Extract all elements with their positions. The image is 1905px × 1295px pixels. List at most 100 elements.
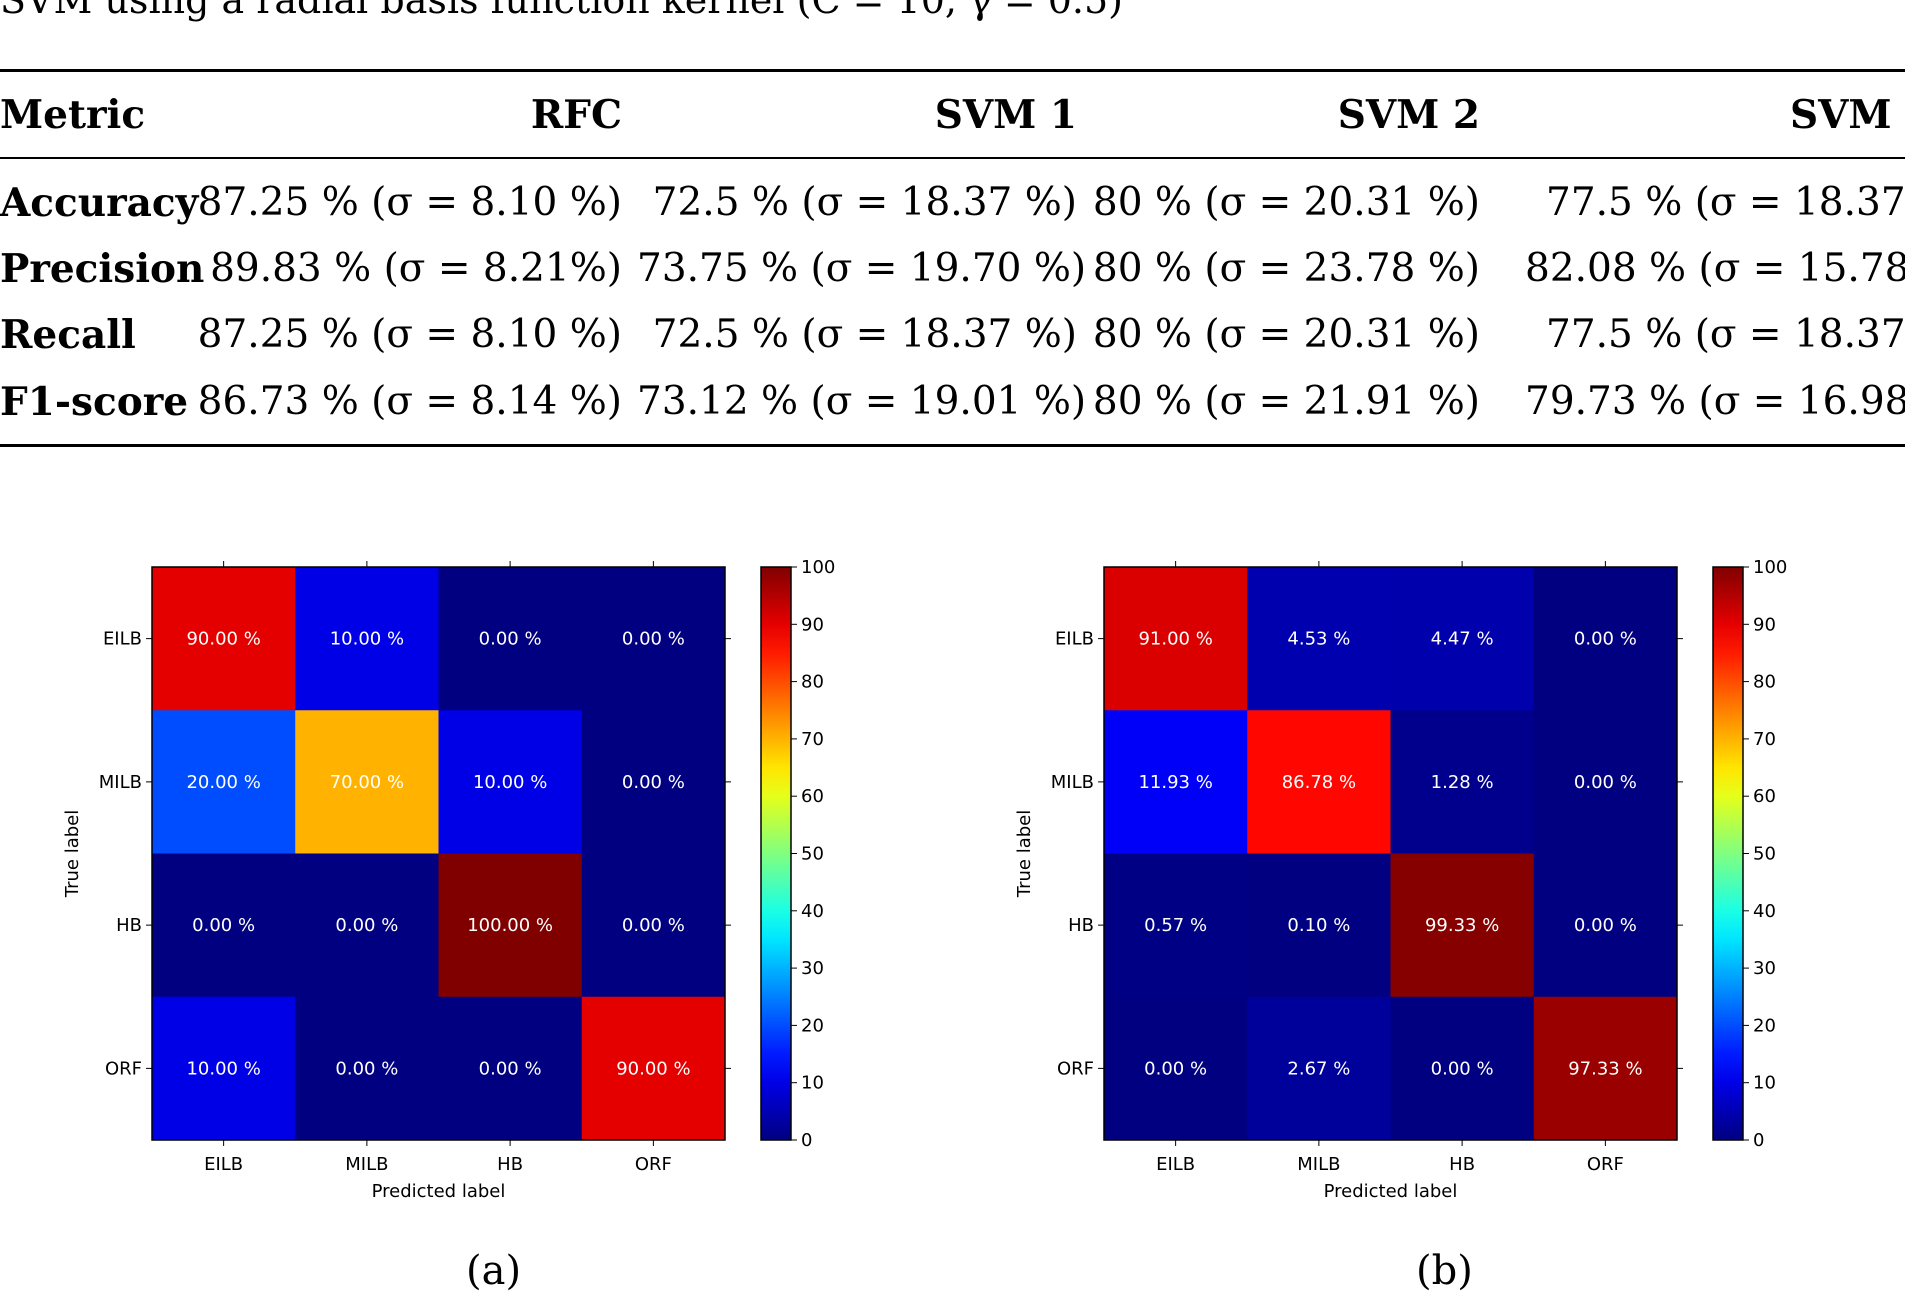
cell-label: 0.00 %	[1574, 629, 1637, 650]
y-axis-label: True label	[1014, 810, 1035, 899]
colorbar-tick-label: 20	[1753, 1015, 1776, 1036]
table-header-2: SVM 1	[934, 92, 1077, 138]
table-cell: 79.73 % (σ = 16.98 %	[1525, 379, 1905, 424]
cell-label: 90.00 %	[186, 629, 260, 650]
heatmap-cell	[1533, 996, 1678, 1141]
colorbar	[1712, 566, 1744, 1141]
y-tick-label: EILB	[103, 629, 142, 650]
colorbar-tick-label: 50	[801, 844, 824, 865]
cell-label: 10.00 %	[330, 629, 404, 650]
heatmap-cell	[295, 853, 439, 998]
table-header-rule	[0, 157, 1905, 159]
table-cell: 73.12 % (σ = 19.01 %)	[637, 379, 1087, 424]
colorbar	[760, 566, 792, 1141]
table-header-0: Metric	[0, 92, 146, 138]
heatmap-cell	[1247, 567, 1391, 711]
x-tick-label: EILB	[1156, 1154, 1195, 1175]
cell-label: 0.00 %	[479, 629, 542, 650]
cell-label: 10.00 %	[473, 772, 547, 793]
cell-label: 0.00 %	[192, 915, 255, 936]
table-cell: 86.73 % (σ = 8.14 %)	[197, 379, 622, 424]
table-header-4: SVM	[1790, 92, 1892, 138]
heatmap-cell	[1104, 853, 1248, 998]
x-tick-label: HB	[1449, 1154, 1475, 1175]
table-row-metric: Precision	[0, 246, 205, 292]
colorbar-tick-label: 0	[1753, 1130, 1764, 1151]
cell-label: 10.00 %	[186, 1058, 260, 1079]
cell-label: 0.00 %	[622, 629, 685, 650]
table-cell: 80 % (σ = 23.78 %)	[1092, 246, 1480, 291]
y-tick-label: MILB	[99, 772, 142, 793]
cell-label: 100.00 %	[467, 915, 553, 936]
colorbar-tick-label: 90	[801, 614, 824, 635]
y-tick-label: MILB	[1051, 772, 1094, 793]
cell-label: 0.00 %	[622, 772, 685, 793]
cell-label: 1.28 %	[1431, 772, 1494, 793]
heatmap-cell	[1533, 853, 1678, 998]
colorbar-tick-label: 90	[1753, 614, 1776, 635]
colorbar-tick-label: 50	[1753, 844, 1776, 865]
table-cell: 80 % (σ = 21.91 %)	[1092, 379, 1480, 424]
heatmap-cell	[1390, 710, 1535, 854]
table-cell: 87.25 % (σ = 8.10 %)	[197, 312, 622, 357]
colorbar-tick-label: 80	[801, 672, 824, 693]
table-bottom-rule	[0, 444, 1905, 447]
heatmap-cell	[581, 996, 726, 1141]
heatmap-cell	[1104, 567, 1248, 711]
heatmap-cell	[1104, 996, 1248, 1141]
heatmap-cell	[295, 710, 439, 854]
y-tick-label: ORF	[1057, 1058, 1094, 1079]
y-axis-label: True label	[62, 810, 83, 899]
colorbar-tick-label: 10	[1753, 1073, 1776, 1094]
y-tick-label: HB	[1068, 915, 1094, 936]
cell-label: 4.47 %	[1431, 629, 1494, 650]
table-cell: 77.5 % (σ = 18.37 %	[1546, 180, 1905, 225]
cell-label: 86.78 %	[1282, 772, 1356, 793]
heatmap-cell	[1390, 567, 1535, 711]
x-tick-label: HB	[497, 1154, 523, 1175]
table-header-1: RFC	[530, 92, 622, 138]
heatmap-cell	[152, 853, 296, 998]
table-top-rule	[0, 69, 1905, 72]
heatmap-cell	[1533, 567, 1678, 711]
colorbar-tick-label: 70	[801, 729, 824, 750]
cell-label: 11.93 %	[1138, 772, 1212, 793]
cell-label: 90.00 %	[616, 1058, 690, 1079]
y-tick-label: ORF	[105, 1058, 142, 1079]
heatmap-cell	[152, 567, 296, 711]
heatmap-cell	[152, 996, 296, 1141]
table-cell: 72.5 % (σ = 18.37 %)	[652, 312, 1077, 357]
table-cell: 80 % (σ = 20.31 %)	[1092, 312, 1480, 357]
heatmap-cell	[1247, 996, 1391, 1141]
plot-frame	[1103, 566, 1678, 1141]
table-cell: 82.08 % (σ = 15.78 %	[1525, 246, 1905, 291]
cell-label: 91.00 %	[1138, 629, 1212, 650]
colorbar-tick-label: 60	[1753, 786, 1776, 807]
colorbar-tick-label: 0	[801, 1130, 812, 1151]
colorbar-tick-label: 100	[801, 557, 835, 578]
cell-label: 20.00 %	[186, 772, 260, 793]
cell-label: 2.67 %	[1287, 1058, 1350, 1079]
table-row-metric: Recall	[0, 312, 136, 358]
heatmap-cell	[1390, 996, 1535, 1141]
colorbar-tick-label: 10	[801, 1073, 824, 1094]
colorbar-tick-label: 60	[801, 786, 824, 807]
colorbar-tick-label: 30	[801, 958, 824, 979]
colorbar-tick-label: 70	[1753, 729, 1776, 750]
table-cell: 87.25 % (σ = 8.10 %)	[197, 180, 622, 225]
plot-frame	[151, 566, 726, 1141]
cell-label: 0.10 %	[1287, 915, 1350, 936]
cell-label: 70.00 %	[330, 772, 404, 793]
table-header-3: SVM 2	[1337, 92, 1480, 138]
heatmap-cell	[438, 853, 583, 998]
heatmap-cell	[581, 710, 726, 854]
cell-label: 99.33 %	[1425, 915, 1499, 936]
cell-label: 0.00 %	[479, 1058, 542, 1079]
x-tick-label: ORF	[1587, 1154, 1624, 1175]
colorbar-tick-label: 80	[1753, 672, 1776, 693]
cell-label: 0.00 %	[622, 915, 685, 936]
colorbar-tick-label: 40	[801, 901, 824, 922]
heatmap-cell	[438, 567, 583, 711]
heatmap-cell	[1390, 853, 1535, 998]
y-tick-label: HB	[116, 915, 142, 936]
